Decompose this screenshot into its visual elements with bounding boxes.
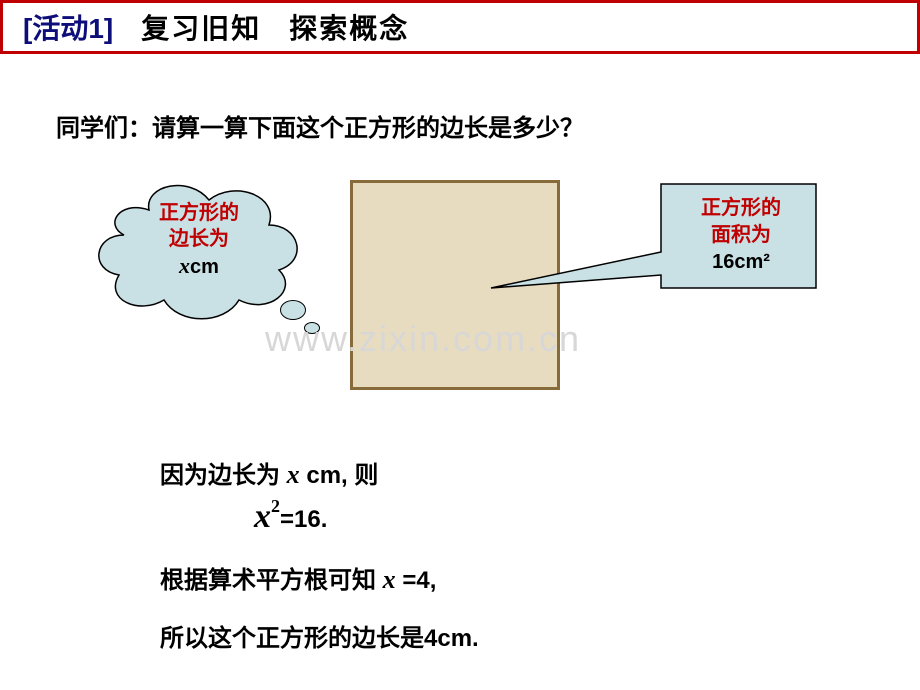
solution-line-4: 所以这个正方形的边长是4cm. bbox=[160, 618, 479, 653]
sol1-post: cm, 则 bbox=[300, 462, 379, 489]
cloud-var: x bbox=[179, 253, 190, 278]
eq-exp: 2 bbox=[271, 496, 280, 516]
cloud-line3: xcm bbox=[124, 252, 274, 281]
question-text: 同学们：请算一算下面这个正方形的边长是多少？ bbox=[56, 108, 584, 143]
thought-cloud-label: 正方形的 边长为 xcm bbox=[124, 200, 274, 281]
activity-title-1: 复习旧知 bbox=[141, 7, 261, 47]
solution-line-3: 根据算术平方根可知 x =4, bbox=[160, 560, 436, 595]
solution-equation: x2=16. bbox=[254, 498, 327, 536]
thought-bubble-2 bbox=[304, 322, 320, 334]
solution-line-1: 因为边长为 x cm, 则 bbox=[160, 455, 378, 490]
activity-label: [活动1] bbox=[23, 7, 113, 47]
cloud-line1: 正方形的 bbox=[124, 200, 274, 226]
cloud-line2: 边长为 bbox=[124, 226, 274, 252]
sol1-var: x bbox=[287, 460, 300, 489]
sol1-pre: 因为边长为 bbox=[160, 462, 287, 489]
area-callout-label: 正方形的 面积为 16cm² bbox=[676, 195, 806, 276]
eq-rhs: =16. bbox=[280, 506, 327, 533]
sol3-pre: 根据算术平方根可知 bbox=[160, 567, 383, 594]
cloud-unit: cm bbox=[190, 256, 219, 278]
sol3-post: =4, bbox=[396, 567, 437, 594]
callout-line2: 面积为 bbox=[676, 222, 806, 249]
thought-bubble-1 bbox=[280, 300, 306, 320]
callout-value: 16cm² bbox=[676, 249, 806, 276]
callout-line1: 正方形的 bbox=[676, 195, 806, 222]
activity-title-2: 探索概念 bbox=[289, 7, 409, 47]
eq-var: x bbox=[254, 498, 271, 535]
sol3-var: x bbox=[383, 565, 396, 594]
activity-header: [活动1] 复习旧知 探索概念 bbox=[0, 0, 920, 54]
